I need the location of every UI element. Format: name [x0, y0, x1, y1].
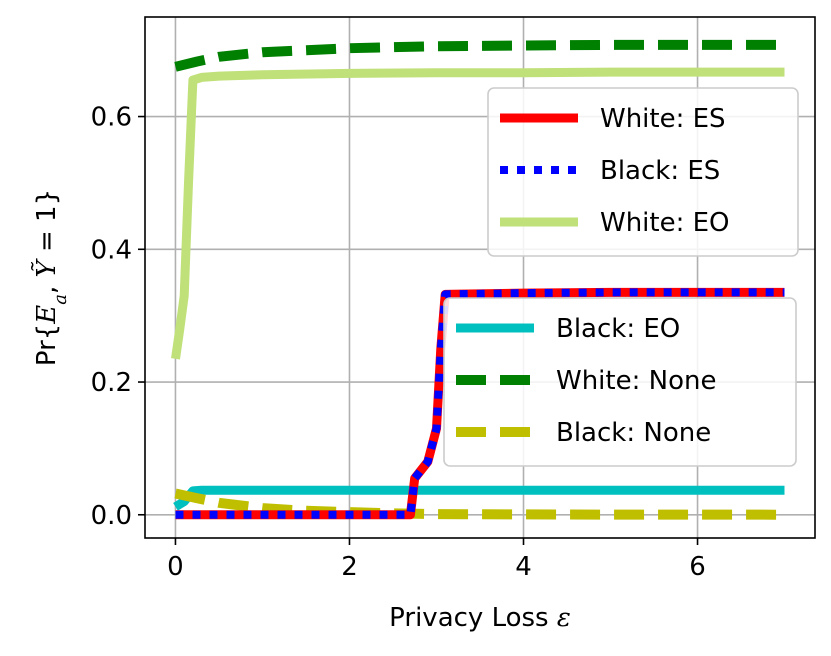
series-lines	[171, 39, 785, 520]
legend-label: Black: EO	[556, 314, 680, 344]
legend-label: Black: ES	[600, 156, 720, 186]
legend-box	[487, 87, 799, 257]
x-tick-label: 4	[515, 552, 532, 582]
legend-label: White: EO	[600, 208, 730, 238]
series-line-white-eo	[171, 67, 785, 360]
legend-label: White: None	[556, 366, 716, 396]
legend-lower-right: Black: EO White: None Black: None	[443, 297, 797, 467]
y-tick-label: 0.6	[91, 103, 132, 133]
legends: White: ES Black: ES White: EO Black: EO Whit…	[443, 87, 799, 467]
ticks: 0 2 4 6 0.0 0.2 0.4 0.6	[91, 103, 706, 582]
y-tick-label: 0.0	[91, 501, 132, 531]
x-tick-label: 6	[689, 552, 706, 582]
series-line-black-es	[175, 288, 785, 519]
x-axis-label: Privacy Loss ε	[389, 603, 571, 633]
series-line-white-none	[174, 39, 785, 72]
y-tick-label: 0.2	[91, 368, 132, 398]
legend-upper-right: White: ES Black: ES White: EO	[487, 87, 799, 257]
y-tick-label: 0.4	[91, 235, 132, 265]
x-tick-label: 0	[167, 552, 184, 582]
legend-box	[443, 297, 797, 467]
legend-label: Black: None	[556, 418, 711, 448]
y-axis-label: Pr{Ea, Ỹ = 1}	[30, 189, 71, 366]
legend-label: White: ES	[600, 104, 726, 134]
axes-frame	[144, 16, 816, 539]
x-tick-label: 2	[341, 552, 358, 582]
